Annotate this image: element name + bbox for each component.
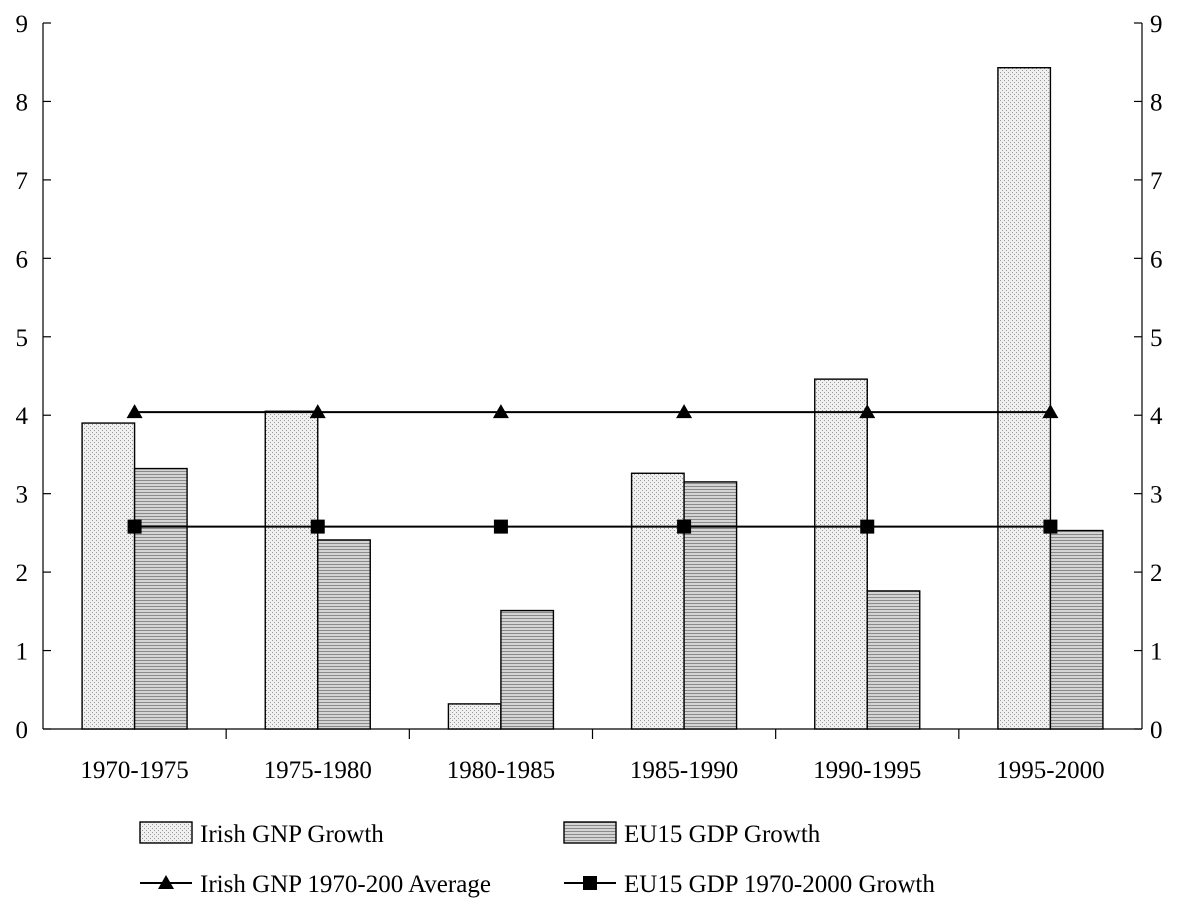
irish-gnp-bar [630,472,685,730]
axes: 0 0 1 1 2 2 3 3 4 4 5 5 6 6 7 7 8 8 9 9 1970-1975 1975-1980 19… [16,11,1164,784]
eu15-gdp-bar [1049,529,1104,730]
y-tick-label-left: 0 [16,717,29,744]
irish-average-point [859,404,876,419]
y-tick-label-right: 5 [1150,325,1163,352]
x-tick-label: 1980-1985 [447,757,555,784]
y-tick-label-left: 3 [16,482,29,509]
eu15-gdp-bar [317,539,371,730]
y-tick-label-left: 8 [16,89,29,116]
legend-eu15-gdp-label: EU15 GDP Growth [624,821,821,848]
eu15-gdp-bar [133,467,188,730]
legend-irish-gnp-label: Irish GNP Growth [200,821,384,848]
irish-average-point [492,404,509,419]
y-tick-label-left: 5 [16,325,29,352]
y-tick-label-right: 7 [1150,168,1163,195]
legend-irish-average: Irish GNP 1970-200 Average [140,871,491,898]
eu15-average-point [677,519,692,534]
x-tick-label: 1975-1980 [264,757,372,784]
irish-gnp-bar [997,67,1052,730]
legend-irish-gnp-swatch [139,821,193,844]
irish-average-point [1042,404,1059,419]
legend-irish-average-label: Irish GNP 1970-200 Average [200,871,491,898]
y-tick-label-right: 1 [1150,639,1163,666]
legend-irish-gnp: Irish GNP Growth [139,821,384,848]
y-tick-label-right: 6 [1150,246,1163,273]
eu15-average-point [127,519,142,534]
legend-eu15-average-label: EU15 GDP 1970-2000 Growth [624,871,935,898]
y-tick-label-right: 3 [1150,482,1163,509]
eu15-gdp-bar [866,590,921,730]
x-tick-label: 1970-1975 [80,757,188,784]
legend-eu15-gdp-swatch [563,821,617,844]
eu15-average-point [1043,519,1058,534]
eu15-gdp-bar [500,609,555,730]
y-tick-label-right: 0 [1150,717,1163,744]
eu15-average-point [310,519,325,534]
lines [126,404,1059,534]
y-tick-label-left: 6 [16,246,29,273]
legend: Irish GNP Growth EU15 GDP Growth Irish GNP… [139,821,935,898]
legend-irish-average-marker [158,875,174,889]
x-tick-label: 1985-1990 [630,757,738,784]
y-tick-label-right: 4 [1150,403,1163,430]
eu15-gdp-bar [683,481,738,730]
irish-gnp-bar [264,410,319,730]
legend-eu15-average: EU15 GDP 1970-2000 Growth [564,871,935,898]
y-tick-label-left: 4 [16,403,29,430]
y-tick-label-right: 9 [1150,11,1163,38]
irish-gnp-bar [81,422,136,730]
legend-eu15-average-marker [583,876,597,890]
eu15-average-point [860,519,875,534]
irish-average-point [309,404,326,419]
y-tick-label-left: 2 [16,560,29,587]
y-tick-label-right: 2 [1150,560,1163,587]
eu15-average-point [493,519,508,534]
x-tick-label: 1990-1995 [813,757,921,784]
x-tick-label: 1995-2000 [996,757,1104,784]
y-tick-label-left: 7 [16,168,29,195]
legend-eu15-gdp: EU15 GDP Growth [563,821,821,848]
irish-gnp-bar [814,378,868,730]
irish-average-point [126,404,143,419]
y-tick-label-left: 9 [16,11,29,38]
y-tick-label-left: 1 [16,639,29,666]
irish-gnp-bar [447,703,502,730]
bars [81,67,1104,730]
irish-average-point [676,404,693,419]
y-tick-label-right: 8 [1150,89,1163,116]
